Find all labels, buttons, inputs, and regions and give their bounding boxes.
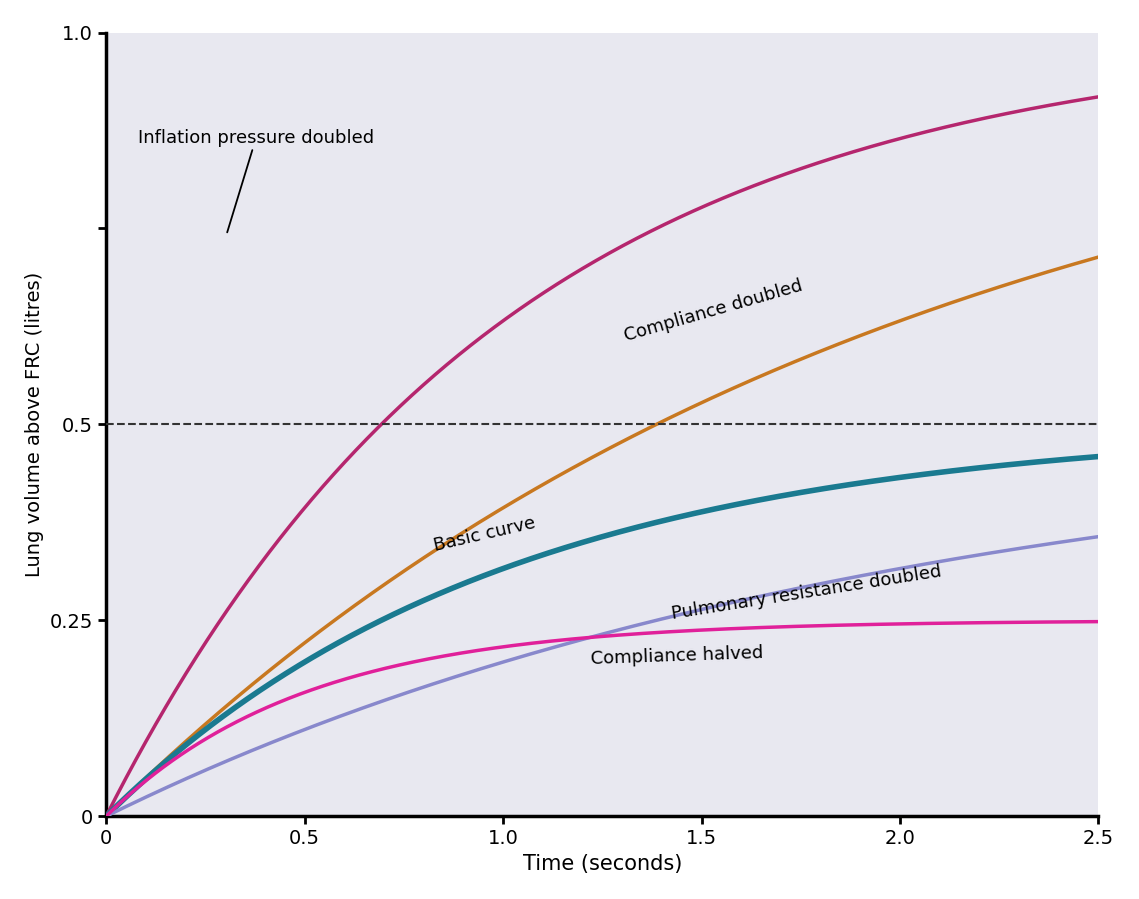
Y-axis label: Lung volume above FRC (litres): Lung volume above FRC (litres) [25, 271, 44, 577]
Text: Compliance doubled: Compliance doubled [622, 277, 805, 345]
Text: Pulmonary resistance doubled: Pulmonary resistance doubled [670, 563, 942, 623]
X-axis label: Time (seconds): Time (seconds) [523, 854, 682, 874]
Text: Inflation pressure doubled: Inflation pressure doubled [138, 129, 374, 232]
Text: Basic curve: Basic curve [432, 513, 536, 555]
Text: Compliance halved: Compliance halved [590, 644, 763, 668]
